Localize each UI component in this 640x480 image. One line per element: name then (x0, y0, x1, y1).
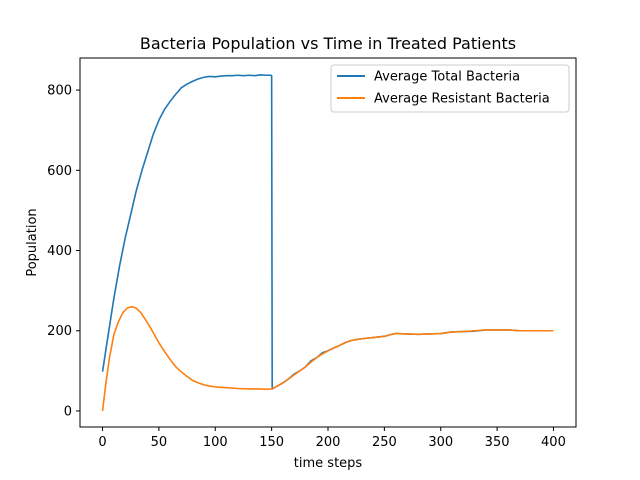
x-tick-label: 50 (151, 435, 168, 450)
x-axis-label: time steps (294, 456, 363, 471)
x-tick-label: 300 (428, 435, 453, 450)
chart-title: Bacteria Population vs Time in Treated P… (140, 34, 516, 53)
x-tick-label: 400 (541, 435, 566, 450)
series-line-total (101, 74, 554, 390)
y-axis-ticks: 0 200 400 600 800 (47, 84, 80, 419)
y-tick-label: 0 (64, 404, 72, 419)
x-tick-label: 350 (485, 435, 510, 450)
x-tick-label: 200 (316, 435, 341, 450)
y-tick-label: 200 (47, 324, 72, 339)
y-tick-label: 800 (47, 84, 72, 99)
legend-label-total: Average Total Bacteria (374, 70, 520, 85)
x-tick-label: 250 (372, 435, 397, 450)
series-line-resistant (101, 305, 554, 412)
legend-label-resistant: Average Resistant Bacteria (374, 92, 550, 107)
plot-frame (79, 57, 577, 428)
x-tick-label: 150 (259, 435, 284, 450)
legend: Average Total Bacteria Average Resistant… (330, 64, 570, 113)
series-layer (101, 74, 554, 412)
y-tick-label: 400 (47, 244, 72, 259)
x-tick-label: 100 (203, 435, 228, 450)
y-tick-label: 600 (47, 164, 72, 179)
y-axis-label: Population (25, 208, 40, 276)
x-axis-ticks: 0 50 100 150 200 250 300 350 400 (98, 427, 566, 450)
legend-box (330, 64, 570, 113)
x-tick-label: 0 (98, 435, 106, 450)
